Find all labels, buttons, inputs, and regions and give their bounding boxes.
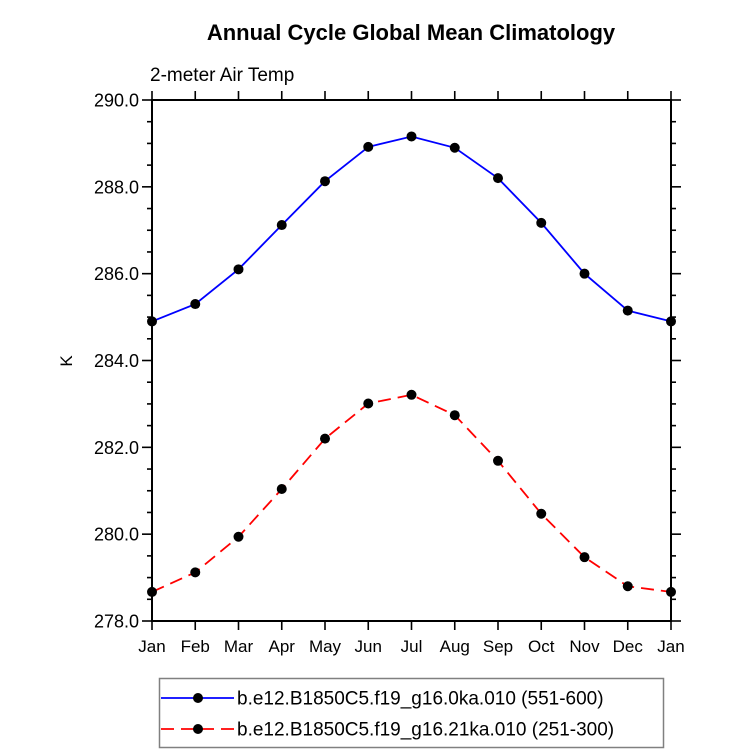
data-point-marker (406, 389, 417, 400)
x-tick-label: Aug (440, 637, 470, 656)
data-point-marker (579, 552, 590, 563)
data-point-marker (449, 142, 460, 153)
data-point-marker (493, 173, 503, 184)
data-point-marker (190, 567, 201, 578)
data-series (147, 131, 676, 597)
legend-entry-series2: b.e12.B1850C5.f19_g16.21ka.010 (251-300) (161, 720, 614, 741)
data-point-marker (536, 217, 547, 228)
y-axis-title-text: K (57, 355, 76, 367)
y-tick-label: 280.0 (94, 525, 139, 545)
x-tick-label: Feb (181, 637, 210, 656)
data-point-marker (320, 176, 330, 187)
data-point-marker (320, 433, 330, 444)
x-tick-label: Sep (483, 637, 513, 656)
data-point-marker (147, 586, 157, 597)
data-point-marker (363, 398, 374, 409)
data-point-marker (622, 581, 633, 592)
data-point-marker (449, 410, 460, 421)
data-point-marker (666, 316, 676, 327)
x-tick-label: Apr (269, 637, 296, 656)
data-point-marker (406, 131, 417, 142)
y-tick-label: 282.0 (94, 438, 139, 458)
y-tick-label: 278.0 (94, 612, 139, 632)
legend-box (158, 677, 665, 749)
data-point-marker (363, 141, 374, 152)
y-tick-label: 286.0 (94, 264, 139, 284)
y-tick-label: 288.0 (94, 177, 139, 197)
chart-title: Annual Cycle Global Mean Climatology (207, 20, 616, 45)
data-point-marker (190, 299, 201, 310)
y-tick-label: 284.0 (94, 351, 139, 371)
y-axis-title: K (57, 355, 76, 367)
data-point-marker (666, 586, 676, 597)
data-point-marker (147, 316, 157, 327)
data-point-marker (493, 455, 503, 466)
legend-marker-circle (193, 724, 203, 734)
data-point-marker (579, 268, 590, 279)
x-tick-label: Mar (224, 637, 254, 656)
x-tick-label: Dec (613, 637, 644, 656)
legend-label-series1: b.e12.B1850C5.f19_g16.0ka.010 (551-600) (237, 689, 604, 710)
legend-marker-circle (193, 693, 203, 703)
data-point-marker (622, 305, 633, 316)
chart-subtitle: 2-meter Air Temp (150, 65, 294, 86)
axes: 278.0 280.0 282.0 284.0 286.0 288.0 290.0 Jan Fe… (94, 91, 685, 657)
x-tick-label: Nov (569, 637, 600, 656)
y-tick-label: 290.0 (94, 91, 139, 111)
data-point-marker (233, 531, 244, 542)
data-point-marker (276, 220, 287, 231)
x-tick-label: May (309, 637, 342, 656)
legend: b.e12.B1850C5.f19_g16.0ka.010 (551-600) … (158, 677, 665, 749)
data-point-marker (233, 264, 244, 275)
data-point-marker (536, 508, 547, 519)
x-tick-label: Jul (401, 637, 423, 656)
legend-label-series2: b.e12.B1850C5.f19_g16.21ka.010 (251-300) (237, 720, 614, 741)
series-line-2 (151, 393, 672, 593)
x-tick-label: Jun (355, 637, 382, 656)
x-tick-label: Oct (528, 637, 555, 656)
x-tick-label: Jan (657, 637, 684, 656)
series-line-1 (151, 135, 672, 323)
data-point-marker (276, 484, 287, 495)
x-tick-label: Jan (138, 637, 165, 656)
legend-entry-series1: b.e12.B1850C5.f19_g16.0ka.010 (551-600) (161, 689, 604, 710)
